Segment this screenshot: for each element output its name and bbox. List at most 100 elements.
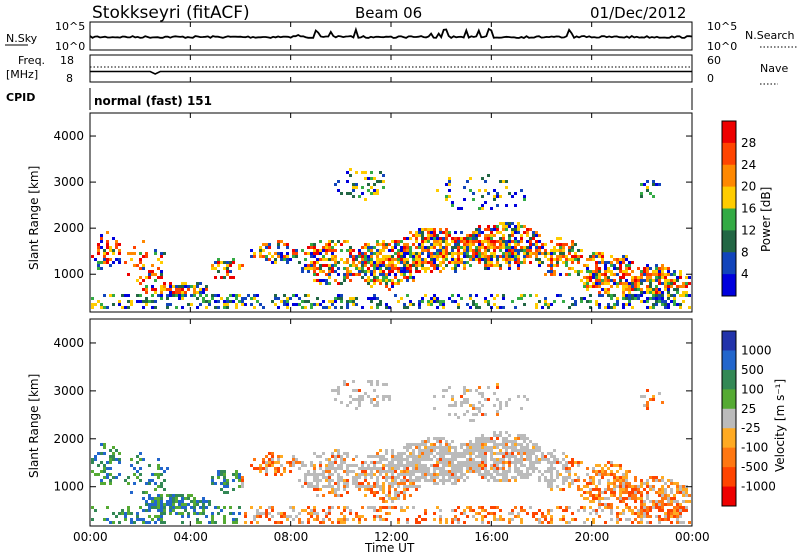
data-cell — [382, 279, 385, 282]
data-cell — [388, 494, 391, 497]
data-cell — [643, 515, 646, 518]
data-cell — [451, 404, 454, 407]
data-cell — [100, 234, 103, 237]
data-cell — [418, 270, 421, 273]
data-cell — [559, 252, 562, 255]
data-cell — [379, 300, 382, 303]
data-cell — [367, 267, 370, 270]
data-cell — [655, 500, 658, 503]
data-cell — [520, 461, 523, 464]
data-cell — [505, 252, 508, 255]
data-cell — [412, 258, 415, 261]
data-cell — [481, 395, 484, 398]
data-cell — [442, 449, 445, 452]
data-cell — [628, 291, 631, 294]
data-cell — [154, 482, 157, 485]
data-cell — [274, 521, 277, 524]
data-cell — [370, 401, 373, 404]
data-cell — [157, 494, 160, 497]
data-cell — [493, 228, 496, 231]
data-cell — [676, 285, 679, 288]
data-cell — [160, 515, 163, 518]
data-cell — [325, 273, 328, 276]
data-cell — [442, 249, 445, 252]
data-cell — [538, 518, 541, 521]
data-cell — [631, 512, 634, 515]
data-cell — [460, 401, 463, 404]
data-cell — [670, 285, 673, 288]
data-cell — [376, 255, 379, 258]
data-cell — [562, 252, 565, 255]
data-cell — [328, 300, 331, 303]
data-cell — [625, 294, 628, 297]
y-tick-label: 1000 — [53, 267, 84, 281]
data-cell — [505, 476, 508, 479]
data-cell — [91, 506, 94, 509]
data-cell — [433, 258, 436, 261]
data-cell — [454, 479, 457, 482]
data-cell — [406, 464, 409, 467]
data-cell — [526, 443, 529, 446]
data-cell — [184, 506, 187, 509]
data-cell — [622, 297, 625, 300]
data-cell — [397, 261, 400, 264]
data-cell — [277, 297, 280, 300]
data-cell — [598, 515, 601, 518]
data-cell — [676, 279, 679, 282]
data-cell — [628, 288, 631, 291]
data-cell — [463, 240, 466, 243]
data-cell — [328, 270, 331, 273]
data-cell — [289, 464, 292, 467]
data-cell — [502, 306, 505, 309]
data-cell — [124, 294, 127, 297]
data-cell — [445, 449, 448, 452]
data-cell — [520, 473, 523, 476]
data-cell — [484, 509, 487, 512]
data-cell — [277, 521, 280, 524]
data-cell — [325, 249, 328, 252]
data-cell — [349, 464, 352, 467]
data-cell — [136, 264, 139, 267]
data-cell — [505, 240, 508, 243]
data-cell — [472, 413, 475, 416]
data-cell — [586, 473, 589, 476]
data-cell — [490, 512, 493, 515]
data-cell — [328, 243, 331, 246]
data-cell — [526, 228, 529, 231]
data-cell — [373, 264, 376, 267]
data-cell — [661, 494, 664, 497]
data-cell — [463, 413, 466, 416]
data-cell — [391, 479, 394, 482]
data-cell — [466, 464, 469, 467]
data-cell — [544, 297, 547, 300]
data-cell — [268, 258, 271, 261]
data-cell — [313, 270, 316, 273]
data-cell — [496, 228, 499, 231]
data-cell — [664, 285, 667, 288]
data-cell — [406, 473, 409, 476]
data-cell — [229, 261, 232, 264]
data-cell — [424, 449, 427, 452]
data-cell — [607, 506, 610, 509]
data-cell — [361, 467, 364, 470]
data-cell — [490, 228, 493, 231]
data-cell — [346, 273, 349, 276]
data-cell — [520, 464, 523, 467]
data-cell — [358, 389, 361, 392]
data-cell — [526, 255, 529, 258]
data-cell — [478, 240, 481, 243]
data-cell — [169, 282, 172, 285]
data-cell — [256, 521, 259, 524]
data-cell — [118, 258, 121, 261]
data-cell — [430, 449, 433, 452]
data-cell — [448, 252, 451, 255]
data-cell — [607, 291, 610, 294]
data-cell — [376, 515, 379, 518]
data-cell — [406, 258, 409, 261]
data-cell — [358, 488, 361, 491]
data-cell — [508, 455, 511, 458]
data-cell — [373, 267, 376, 270]
data-cell — [406, 521, 409, 524]
x-tick-label: 20:00 — [575, 530, 610, 544]
data-cell — [358, 473, 361, 476]
